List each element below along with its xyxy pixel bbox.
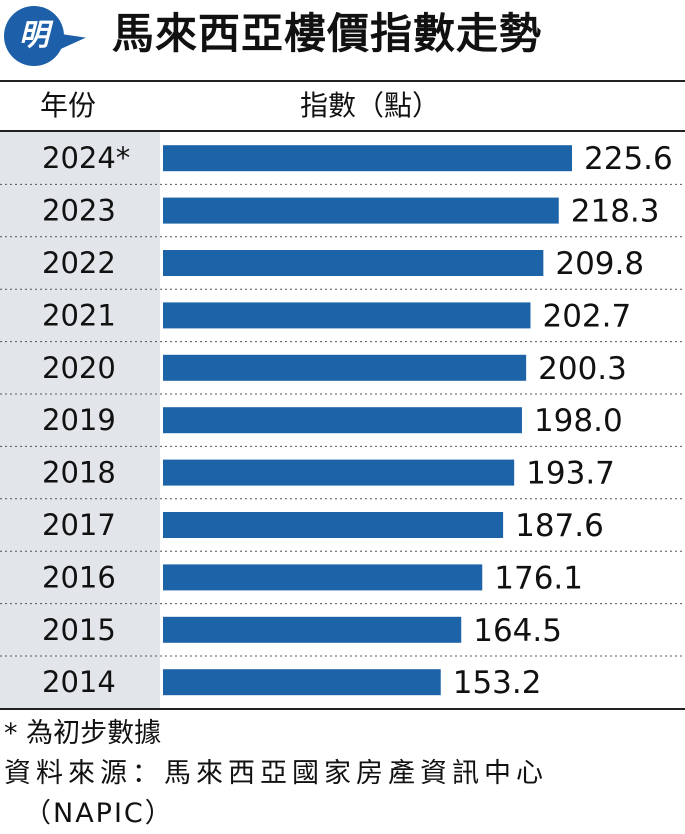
value-label: 202.7 <box>542 298 631 334</box>
bottom-rule <box>0 708 685 710</box>
index-bar <box>163 302 531 329</box>
index-bar <box>163 407 522 434</box>
value-label: 176.1 <box>494 560 583 596</box>
year-label: 2023 <box>42 194 116 228</box>
footnotes: * 為初步數據 資料來源：馬來西亞國家房產資訊中心 （NAPIC） <box>4 714 685 834</box>
year-label: 2020 <box>42 351 116 385</box>
source-note: 資料來源：馬來西亞國家房產資訊中心 <box>4 758 548 789</box>
year-label: 2018 <box>42 456 116 490</box>
year-label: 2015 <box>42 613 116 647</box>
year-label: 2021 <box>42 298 116 332</box>
index-bar <box>163 354 527 381</box>
value-label: 200.3 <box>538 351 627 387</box>
index-bar <box>163 250 544 276</box>
index-bar <box>163 669 441 696</box>
year-label: 2022 <box>42 246 116 280</box>
preliminary-note: * 為初步數據 <box>4 718 162 749</box>
year-label: 2024* <box>42 141 130 175</box>
year-label: 2017 <box>42 508 116 542</box>
bar-chart: 2024* 225.6 2023 218.3 2022 209.8 2021 202.7 202… <box>0 141 685 701</box>
year-label: 2019 <box>42 403 116 437</box>
index-bar <box>163 145 572 172</box>
index-column-header: 指數（點） <box>300 89 441 122</box>
year-column-header: 年份 <box>40 89 97 122</box>
index-bar <box>163 459 515 486</box>
value-label: 164.5 <box>473 613 562 649</box>
year-label: 2016 <box>42 560 116 594</box>
value-label: 193.7 <box>526 456 615 492</box>
chart-title: 馬來西亞樓價指數走勢 <box>112 9 543 58</box>
header-rule <box>0 130 685 132</box>
top-rule <box>0 80 685 82</box>
column-header: 年份 指數（點） <box>0 80 685 132</box>
value-label: 198.0 <box>534 403 623 439</box>
logo-icon: 明 <box>19 18 49 53</box>
chart-area: 2024* 225.6 2023 218.3 2022 209.8 2021 202.7 202… <box>0 132 685 708</box>
value-label: 225.6 <box>584 141 673 177</box>
source-abbreviation: （NAPIC） <box>24 798 174 829</box>
index-bar <box>163 512 504 538</box>
year-label: 2014 <box>42 665 116 699</box>
logo-badge <box>4 6 64 66</box>
index-bar <box>163 197 559 224</box>
year-column-band <box>0 132 160 708</box>
chart-header: 明 馬來西亞樓價指數走勢 <box>0 0 685 72</box>
value-label: 209.8 <box>555 246 644 282</box>
value-label: 218.3 <box>571 194 660 230</box>
value-label: 153.2 <box>453 665 542 701</box>
value-label: 187.6 <box>515 508 604 544</box>
index-bar <box>163 564 483 591</box>
index-bar <box>163 616 462 643</box>
